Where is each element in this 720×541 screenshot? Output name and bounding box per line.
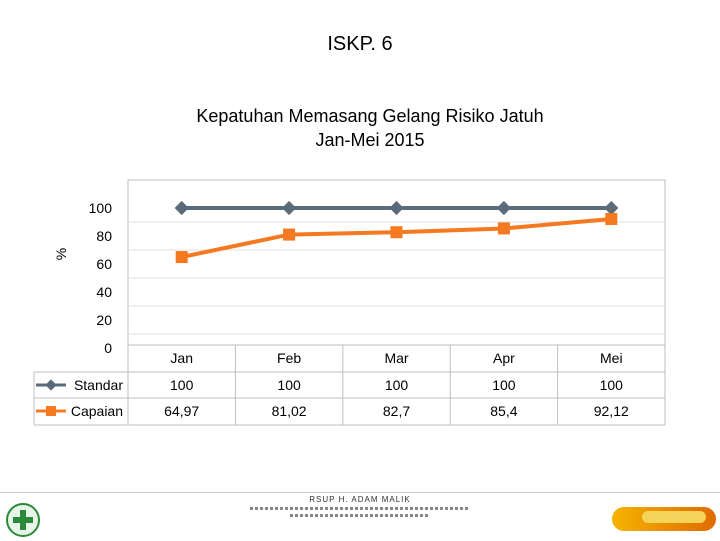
data-point [497, 222, 510, 235]
ministry-logo-icon [6, 503, 40, 537]
line-chart: Jan Feb Mar Apr Mei Standar 100 100 100 100 100 Cap… [33, 179, 666, 426]
data-point [496, 200, 511, 216]
x-tick-label: Mei [600, 350, 623, 366]
y-axis-label: % [53, 248, 69, 260]
footer: RSUP H. ADAM MALIK [0, 492, 720, 541]
data-point [389, 200, 404, 216]
chart-title-line-1: Kepatuhan Memasang Gelang Risiko Jatuh [196, 106, 544, 126]
x-tick-label: Mar [384, 350, 408, 366]
data-table-value: 92,12 [594, 403, 629, 419]
data-point [175, 251, 188, 264]
legend-entry: Capaian [71, 403, 123, 419]
chart-series [174, 200, 619, 264]
hospital-logo-icon [612, 507, 716, 531]
legend-entry: Standar [74, 377, 123, 393]
y-axis: 0 20 40 60 80 100% [53, 200, 112, 356]
data-table-value: 81,02 [272, 403, 307, 419]
footer-address-line [250, 507, 470, 510]
y-tick-label: 40 [96, 284, 112, 300]
data-table-value: 82,7 [383, 403, 410, 419]
legend-key-marker [45, 379, 57, 391]
data-table-value: 100 [170, 377, 194, 393]
data-table-value: 100 [385, 377, 409, 393]
y-tick-label: 80 [96, 228, 112, 244]
data-point [282, 200, 297, 216]
chart-data-table: Jan Feb Mar Apr Mei Standar 100 100 100 100 100 Cap… [33, 344, 666, 426]
x-tick-label: Feb [277, 350, 301, 366]
data-table-value: 100 [600, 377, 624, 393]
data-table-value: 100 [492, 377, 516, 393]
chart-title: Kepatuhan Memasang Gelang Risiko Jatuh J… [70, 104, 670, 152]
x-tick-label: Jan [170, 350, 193, 366]
data-point [390, 226, 403, 239]
data-point [283, 228, 296, 241]
slide-title: ISKP. 6 [327, 33, 393, 55]
data-table-value: 85,4 [490, 403, 517, 419]
data-point [174, 200, 189, 216]
data-table-value: 64,97 [164, 403, 199, 419]
data-table-value: 100 [277, 377, 301, 393]
x-tick-label: Apr [493, 350, 515, 366]
footer-contact-line [290, 514, 430, 517]
y-tick-label: 0 [104, 340, 112, 356]
legend-key-marker [46, 406, 56, 416]
y-tick-label: 60 [96, 256, 112, 272]
data-point [604, 200, 619, 216]
footer-org-name: RSUP H. ADAM MALIK [309, 495, 411, 504]
y-tick-label: 20 [96, 312, 112, 328]
data-point [605, 213, 618, 226]
y-tick-label: 100 [89, 200, 113, 216]
chart-title-line-2: Jan-Mei 2015 [315, 130, 425, 150]
